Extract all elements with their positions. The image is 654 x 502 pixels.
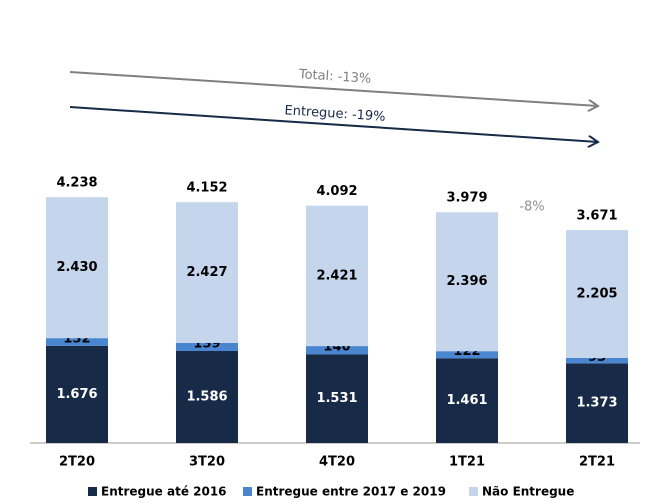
annotation: Total: -13% [297, 67, 371, 87]
bar-segment [46, 197, 108, 339]
legend-swatch [469, 487, 478, 496]
value-label: 1.586 [186, 390, 227, 405]
bar-segment [46, 338, 108, 346]
total-label: 4.092 [316, 184, 357, 199]
x-tick-label: 3T20 [189, 455, 225, 470]
legend-label: Entregue entre 2017 e 2019 [256, 485, 446, 499]
value-label: 1.373 [576, 396, 617, 411]
legend-swatch [88, 487, 97, 496]
bar-segment [306, 346, 368, 355]
value-label: 2.427 [186, 265, 227, 280]
total-arrow [69, 71, 598, 106]
bar-segment [566, 230, 628, 358]
bar-segment [566, 357, 628, 364]
total-label: 3.671 [576, 209, 617, 224]
bar-segment [306, 354, 368, 443]
value-label: 2.421 [316, 268, 357, 283]
bar-segment [176, 342, 238, 352]
annotation: -8% [519, 200, 544, 215]
legend-swatch [243, 487, 252, 496]
bar-segment [566, 363, 628, 443]
bar-segment [306, 205, 368, 347]
delivered-arrow [69, 106, 598, 142]
x-tick-label: 2T20 [59, 455, 95, 470]
x-tick-label: 1T21 [449, 455, 485, 470]
bar-segment [176, 202, 238, 343]
legend-label: Entregue até 2016 [101, 485, 227, 499]
total-label: 4.238 [56, 176, 97, 191]
value-label: 2.430 [56, 260, 97, 275]
value-label: 1.531 [316, 391, 357, 406]
bar-segment [176, 351, 238, 443]
bar-segment [436, 358, 498, 443]
value-label: 2.205 [576, 287, 617, 302]
total-label: 4.152 [186, 181, 227, 196]
x-tick-label: 4T20 [319, 455, 355, 470]
total-label: 3.979 [446, 191, 487, 206]
value-label: 1.461 [446, 393, 487, 408]
annotation: Entregue: -19% [284, 103, 386, 124]
x-tick-label: 2T21 [579, 455, 615, 470]
bar-segment [436, 212, 498, 352]
bar-segment [46, 345, 108, 443]
value-label: 1.676 [56, 387, 97, 402]
legend-label: Não Entregue [482, 485, 574, 499]
value-label: 2.396 [446, 274, 487, 289]
bar-segment [436, 351, 498, 359]
